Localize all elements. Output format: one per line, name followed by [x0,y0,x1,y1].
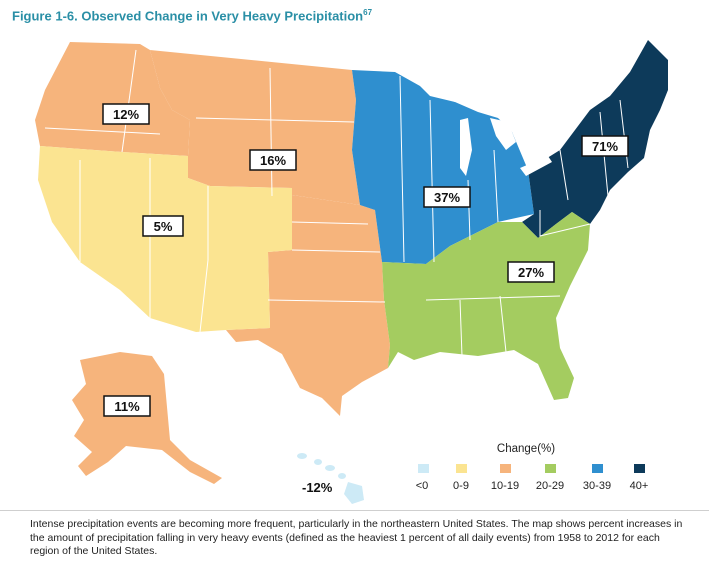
title-reference: 67 [363,8,373,17]
label-northeast: 71% [581,135,629,157]
svg-text:5%: 5% [154,219,173,234]
lake-michigan [460,118,472,176]
svg-text:12%: 12% [113,107,139,122]
legend-title: Change(%) [497,443,555,455]
label-hawaii: -12% [302,480,333,495]
legend-swatch-30-39 [592,464,603,473]
legend-swatch-0-9 [456,464,467,473]
region-great-plains-north [150,50,360,205]
legend-swatch-40plus [634,464,645,473]
svg-text:11%: 11% [114,399,140,414]
svg-text:37%: 37% [434,190,460,205]
region-hawaii [297,453,364,504]
figure-caption: Intense precipitation events are becomin… [30,518,683,557]
legend-swatch-lt0 [418,464,429,473]
lake-erie [520,156,552,176]
lake-huron [490,118,516,150]
region-southwest [38,146,292,332]
legend-label-10-19: 10-19 [491,480,519,492]
legend-label-40plus: 40+ [630,480,649,492]
caption-divider [0,510,709,511]
legend: Change(%) <0 0-9 10-19 20-29 30-39 40+ [416,443,649,492]
legend-label-0-9: 0-9 [453,480,469,492]
label-southwest: 5% [142,215,184,237]
label-alaska: 11% [103,395,151,417]
region-great-plains-south [226,195,390,416]
label-midwest: 37% [423,186,471,208]
svg-text:71%: 71% [592,139,618,154]
legend-label-lt0: <0 [416,480,429,492]
label-southeast: 27% [507,261,555,283]
svg-text:16%: 16% [260,153,286,168]
us-precipitation-map: 12% 16% 5% 37% 71% 27% 11% -12% Change(%… [35,40,668,504]
lake-superior [420,86,478,102]
legend-swatch-10-19 [500,464,511,473]
region-alaska [72,352,222,484]
legend-label-30-39: 30-39 [583,480,611,492]
label-great-plains-north: 16% [249,149,297,171]
region-northwest [35,42,190,156]
legend-swatch-20-29 [545,464,556,473]
svg-text:27%: 27% [518,265,544,280]
figure-title: Figure 1-6. Observed Change in Very Heav… [12,8,373,24]
state-boundaries [44,49,629,357]
region-midwest [352,70,534,264]
label-northwest: 12% [102,103,150,125]
legend-label-20-29: 20-29 [536,480,564,492]
